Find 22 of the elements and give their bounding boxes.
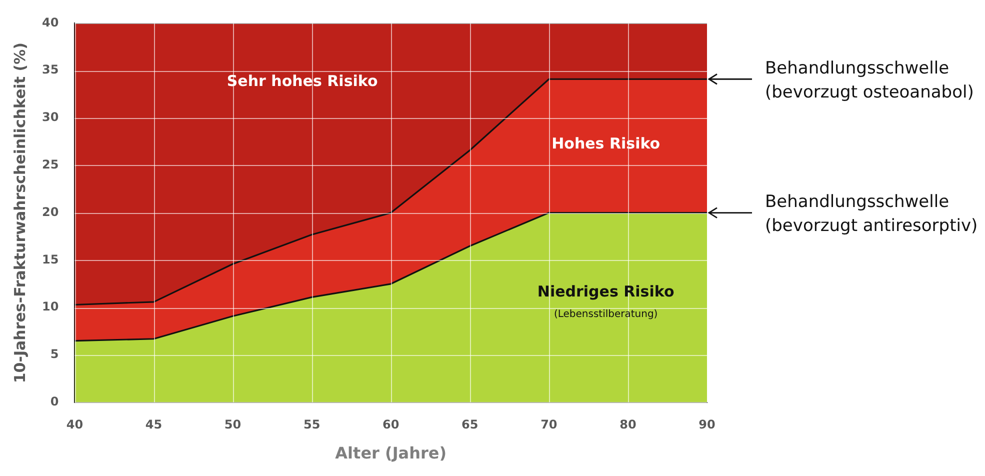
y-tick-label: 15 [42,252,59,266]
x-axis-title: Alter (Jahre) [335,444,447,463]
text: Behandlungsschwelle (bevorzugt osteoanabol) [765,58,974,103]
y-tick-label: 30 [42,110,59,124]
x-tick-label: 50 [224,418,242,432]
y-axis-title: 10-Jahres-Frakturwahrscheinlichkeit (%) [10,42,29,384]
x-tick-label: 65 [462,418,478,432]
y-tick-label: 40 [42,15,59,30]
y-tick-label: 0 [50,394,59,409]
y-tick-label: 5 [50,347,59,362]
x-tick-label: 40 [66,418,84,432]
y-tick-label: 25 [42,158,59,172]
x-tick-label: 45 [145,418,162,432]
x-tick-label: 60 [382,418,400,432]
x-tick-label: 70 [540,418,558,432]
y-tick-label: 10 [42,300,59,314]
x-tick-label: 90 [698,418,716,432]
text: Behandlungsschwelle (bevorzugt antiresorptiv) [765,192,978,236]
x-tick-label: 80 [620,418,636,432]
y-tick-label: 35 [42,62,59,77]
x-tick-label: 55 [303,418,320,432]
y-tick-label: 20 [42,204,59,219]
